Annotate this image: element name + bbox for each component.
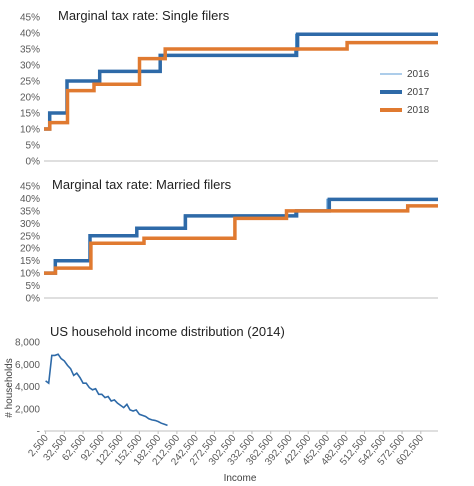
series-line-2018 — [44, 204, 438, 275]
legend-label-2016: 2016 — [407, 69, 430, 80]
y-tick-label: 15% — [20, 256, 40, 267]
y-tick-label: 35% — [20, 206, 40, 217]
y-tick-label: 30% — [20, 61, 40, 72]
legend: 2016 2017 2018 — [380, 69, 430, 116]
legend-label-2017: 2017 — [407, 87, 430, 98]
x-axis-label: Income — [224, 473, 257, 484]
income-distribution-title: US household income distribution (2014) — [50, 324, 285, 339]
single-filers-title: Marginal tax rate: Single filers — [58, 8, 230, 23]
married-filers-title: Marginal tax rate: Married filers — [52, 177, 232, 192]
income-distribution-line — [45, 353, 168, 427]
single-filers-chart: Marginal tax rate: Single filers 0% 5% 10%… — [20, 8, 438, 168]
y-tick-label: 6,000 — [15, 360, 40, 371]
y-tick-label: 40% — [20, 194, 40, 205]
y-tick-label: 40% — [20, 29, 40, 40]
y-tick-label: 4,000 — [15, 382, 40, 393]
y-tick-label: 15% — [20, 109, 40, 120]
y-tick-label: 25% — [20, 77, 40, 88]
y-tick-label: 45% — [20, 13, 40, 24]
y-tick-label: 10% — [20, 125, 40, 136]
y-tick-label: - — [37, 427, 40, 438]
income-distribution-chart: US household income distribution (2014) … — [4, 324, 438, 484]
y-tick-label: 5% — [26, 281, 41, 292]
married-filers-chart: Marginal tax rate: Married filers 0% 5%10… — [20, 177, 438, 305]
y-tick-label: 25% — [20, 231, 40, 242]
y-tick-label: 2,000 — [15, 404, 40, 415]
y-tick-label: 20% — [20, 93, 40, 104]
y-tick-label: 20% — [20, 244, 40, 255]
y-tick-label: 8,000 — [15, 338, 40, 349]
y-tick-label: 5% — [26, 141, 41, 152]
legend-label-2018: 2018 — [407, 105, 430, 116]
y-tick-label: 10% — [20, 269, 40, 280]
y-tick-label: 0% — [26, 157, 41, 168]
y-axis-label: # households — [4, 358, 15, 418]
y-tick-label: 45% — [20, 182, 40, 193]
series-line-2018 — [44, 40, 438, 131]
y-tick-label: 35% — [20, 45, 40, 56]
y-tick-label: 30% — [20, 219, 40, 230]
y-tick-label: 0% — [26, 294, 41, 305]
